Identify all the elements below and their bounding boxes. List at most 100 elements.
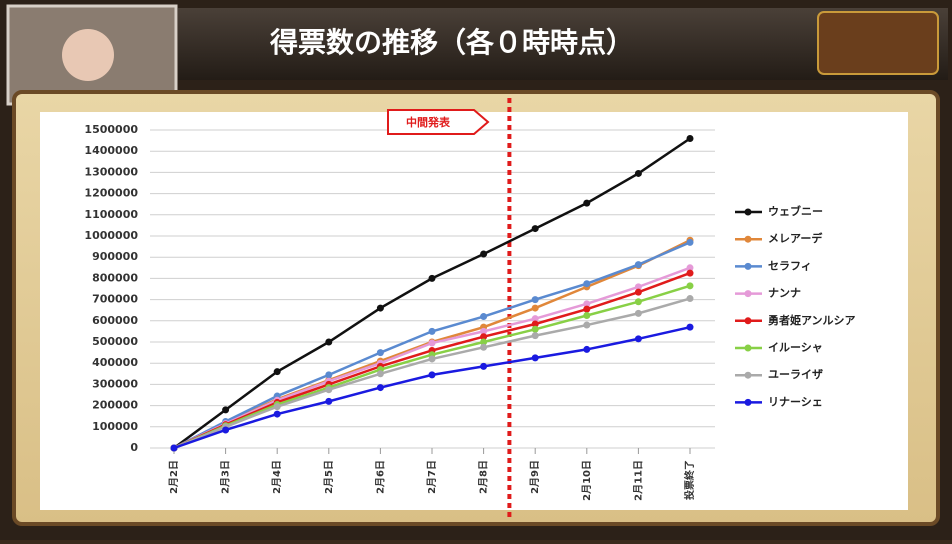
webcam-face <box>62 29 114 81</box>
data-point <box>531 325 539 333</box>
data-point <box>634 309 642 317</box>
data-point <box>480 313 488 321</box>
data-point <box>325 386 333 394</box>
data-point <box>222 426 230 434</box>
data-point <box>531 332 539 340</box>
legend-marker <box>744 317 752 325</box>
y-tick-label: 1300000 <box>84 165 138 178</box>
data-point <box>634 335 642 343</box>
data-point <box>325 338 333 346</box>
y-tick-label: 500000 <box>92 335 138 348</box>
game-logo <box>817 11 939 75</box>
data-point <box>273 403 281 411</box>
data-point <box>686 323 694 331</box>
y-tick-label: 400000 <box>92 356 138 369</box>
data-point <box>583 321 591 329</box>
data-point <box>531 225 539 233</box>
data-point <box>583 280 591 288</box>
data-point <box>583 305 591 313</box>
legend-marker <box>744 235 752 243</box>
x-tick-label: 2月5日 <box>323 460 335 494</box>
data-point <box>531 354 539 362</box>
legend-label: リナーシェ <box>768 395 823 408</box>
data-point <box>583 345 591 353</box>
legend-marker <box>744 398 752 406</box>
y-tick-label: 700000 <box>92 293 138 306</box>
data-point <box>531 304 539 312</box>
y-tick-label: 200000 <box>92 399 138 412</box>
data-point <box>325 397 333 405</box>
data-point <box>686 269 694 277</box>
legend-label: メレアーデ <box>768 231 823 245</box>
title: 得票数の推移（各０時時点） <box>269 26 634 59</box>
data-point <box>634 283 642 291</box>
data-point <box>583 312 591 319</box>
data-point <box>634 261 642 269</box>
x-tick-label: 2月8日 <box>478 460 490 494</box>
y-tick-label: 1400000 <box>84 144 138 157</box>
data-point <box>634 288 642 296</box>
data-point <box>480 250 488 258</box>
data-point <box>428 371 436 379</box>
legend-label: イルーシャ <box>768 341 823 354</box>
x-tick-label: 2月6日 <box>374 460 386 494</box>
y-tick-label: 1200000 <box>84 187 138 200</box>
y-tick-label: 600000 <box>92 314 138 327</box>
legend-label: ナンナ <box>768 287 801 300</box>
data-point <box>480 327 488 335</box>
data-point <box>634 298 642 306</box>
data-point <box>686 238 694 246</box>
data-point <box>376 384 384 392</box>
data-point <box>273 368 281 376</box>
y-tick-label: 100000 <box>92 420 138 433</box>
y-tick-label: 800000 <box>92 271 138 284</box>
data-point <box>222 406 230 414</box>
y-tick-label: 1100000 <box>84 208 138 221</box>
data-point <box>428 339 436 347</box>
data-point <box>376 304 384 312</box>
data-point <box>325 371 333 379</box>
data-point <box>686 282 694 290</box>
data-point <box>480 338 488 346</box>
y-tick-label: 300000 <box>92 377 138 390</box>
x-tick-label: 2月9日 <box>529 460 541 494</box>
legend-label: ユーライザ <box>768 368 823 381</box>
data-point <box>480 343 488 351</box>
data-point <box>686 134 694 142</box>
x-tick-label: 2月2日 <box>168 460 180 494</box>
legend-marker <box>744 262 752 270</box>
data-point <box>686 264 694 272</box>
data-point <box>480 333 488 341</box>
data-point <box>428 274 436 282</box>
callout-box <box>387 109 490 135</box>
x-tick-label: 2月7日 <box>426 460 438 494</box>
data-point <box>531 296 539 304</box>
data-point <box>531 315 539 323</box>
data-point <box>634 169 642 177</box>
data-point <box>480 362 488 370</box>
legend-marker <box>744 208 752 216</box>
plot-area <box>40 112 908 510</box>
legend-marker <box>744 290 752 298</box>
data-point <box>531 320 539 328</box>
data-point <box>583 300 591 308</box>
data-point <box>583 199 591 207</box>
data-point <box>376 349 384 357</box>
data-point <box>428 327 436 335</box>
y-tick-label: 1000000 <box>84 229 138 242</box>
legend-label: ウェブニー <box>768 204 823 218</box>
x-tick-label: 2月11日 <box>632 460 644 501</box>
data-point <box>376 370 384 378</box>
data-point <box>170 444 178 452</box>
legend-marker <box>744 344 752 352</box>
annotation: 中間発表 <box>406 115 451 129</box>
data-point <box>428 355 436 363</box>
x-tick-label: 2月3日 <box>220 460 232 494</box>
legend-marker <box>744 371 752 379</box>
y-tick-label: 1500000 <box>84 123 138 136</box>
x-tick-label: 投票終了 <box>683 460 696 500</box>
data-point <box>273 410 281 418</box>
data-point <box>686 295 694 303</box>
x-tick-label: 2月10日 <box>581 460 593 501</box>
